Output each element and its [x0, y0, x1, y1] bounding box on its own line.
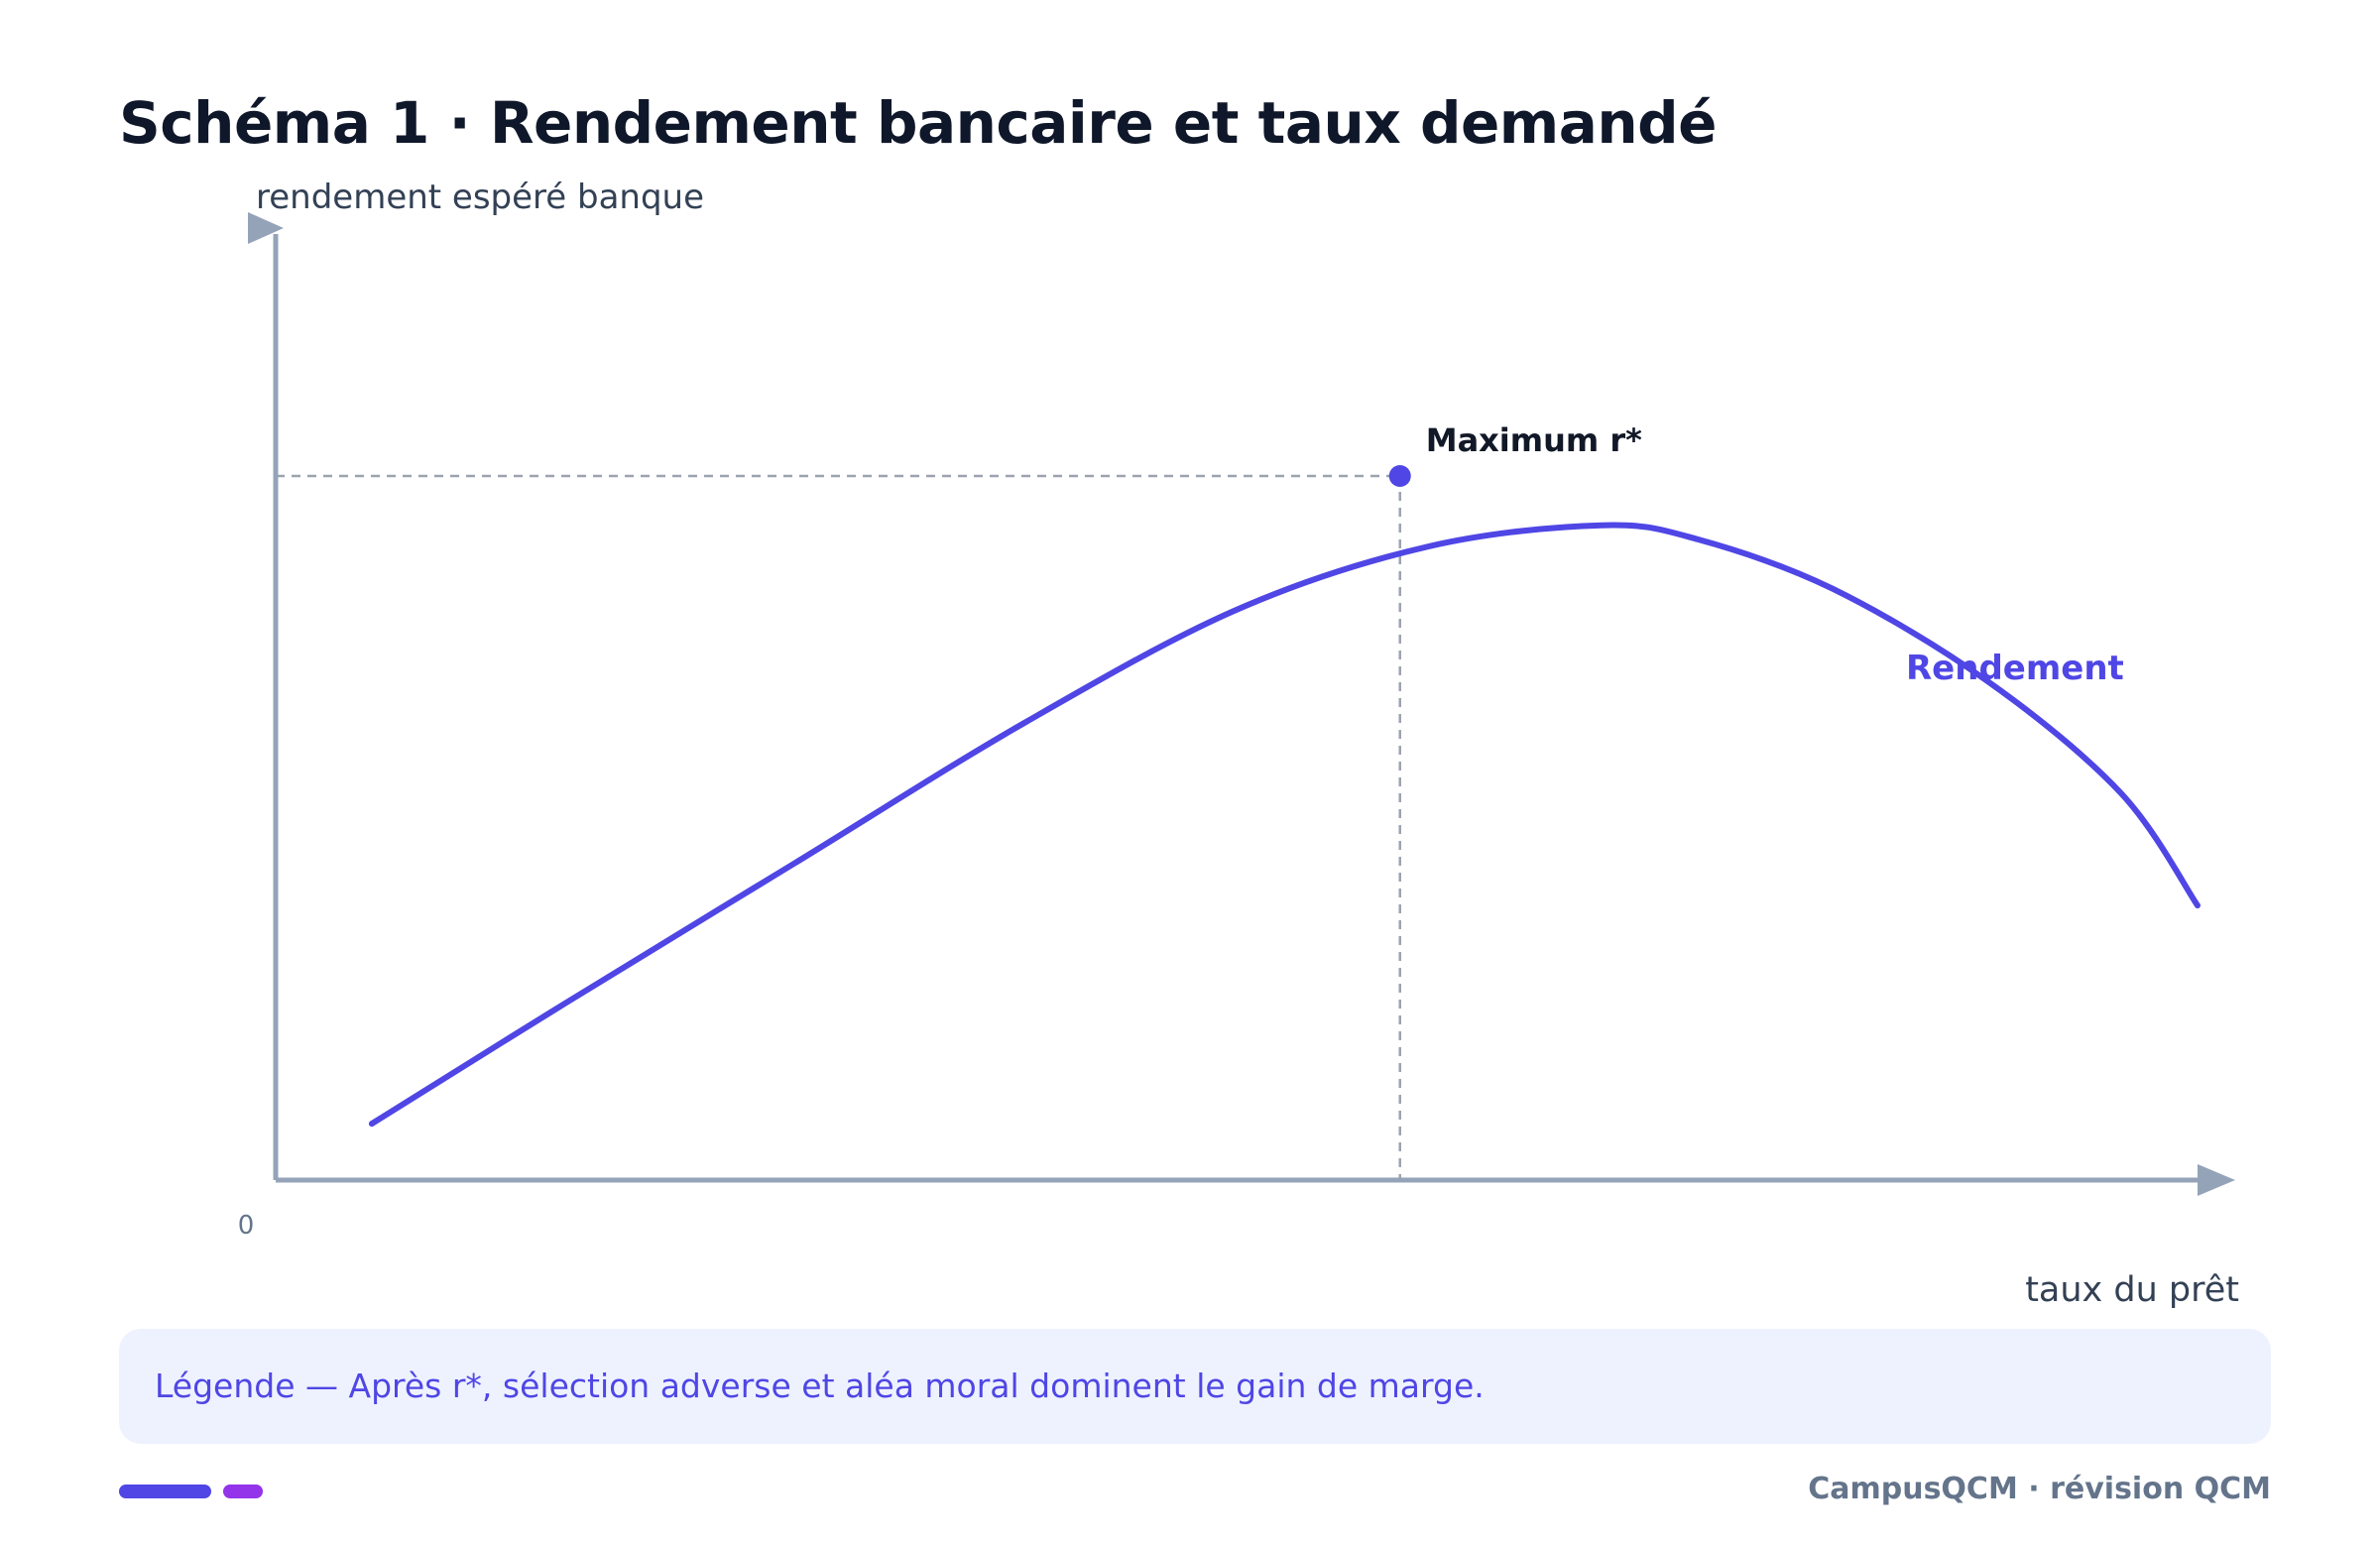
- y-axis-arrow: [248, 212, 284, 244]
- chart-labels: rendement espéré banque taux du prêt 0 Maxi…: [238, 178, 2239, 1309]
- chart-title: Schéma 1 · Rendement bancaire et taux de…: [119, 89, 1718, 157]
- footer-brand: CampusQCM · révision QCM: [1808, 1472, 2271, 1506]
- origin-label: 0: [238, 1211, 255, 1241]
- chart-series: [368, 465, 2201, 1128]
- decor-pill-secondary: [223, 1485, 263, 1498]
- decor-pill-primary: [119, 1485, 211, 1498]
- legend-box: Légende — Après r*, sélection adverse et…: [119, 1329, 2271, 1444]
- chart-axes: [248, 212, 2235, 1196]
- x-axis-arrow: [2198, 1164, 2235, 1196]
- peak-label: Maximum r*: [1426, 421, 1642, 459]
- series-label-rendement: Rendement: [1906, 649, 2124, 688]
- peak-guides: [276, 474, 1401, 1180]
- peak-point: [1388, 465, 1411, 487]
- legend-text: Légende — Après r*, sélection adverse et…: [155, 1367, 1485, 1405]
- x-axis-label: taux du prêt: [2025, 1270, 2239, 1309]
- y-axis-label: rendement espéré banque: [256, 178, 704, 217]
- series-line-rendement: [368, 522, 2201, 1128]
- chart-canvas: rendement espéré banque taux du prêt 0 Maxi…: [238, 178, 2239, 1309]
